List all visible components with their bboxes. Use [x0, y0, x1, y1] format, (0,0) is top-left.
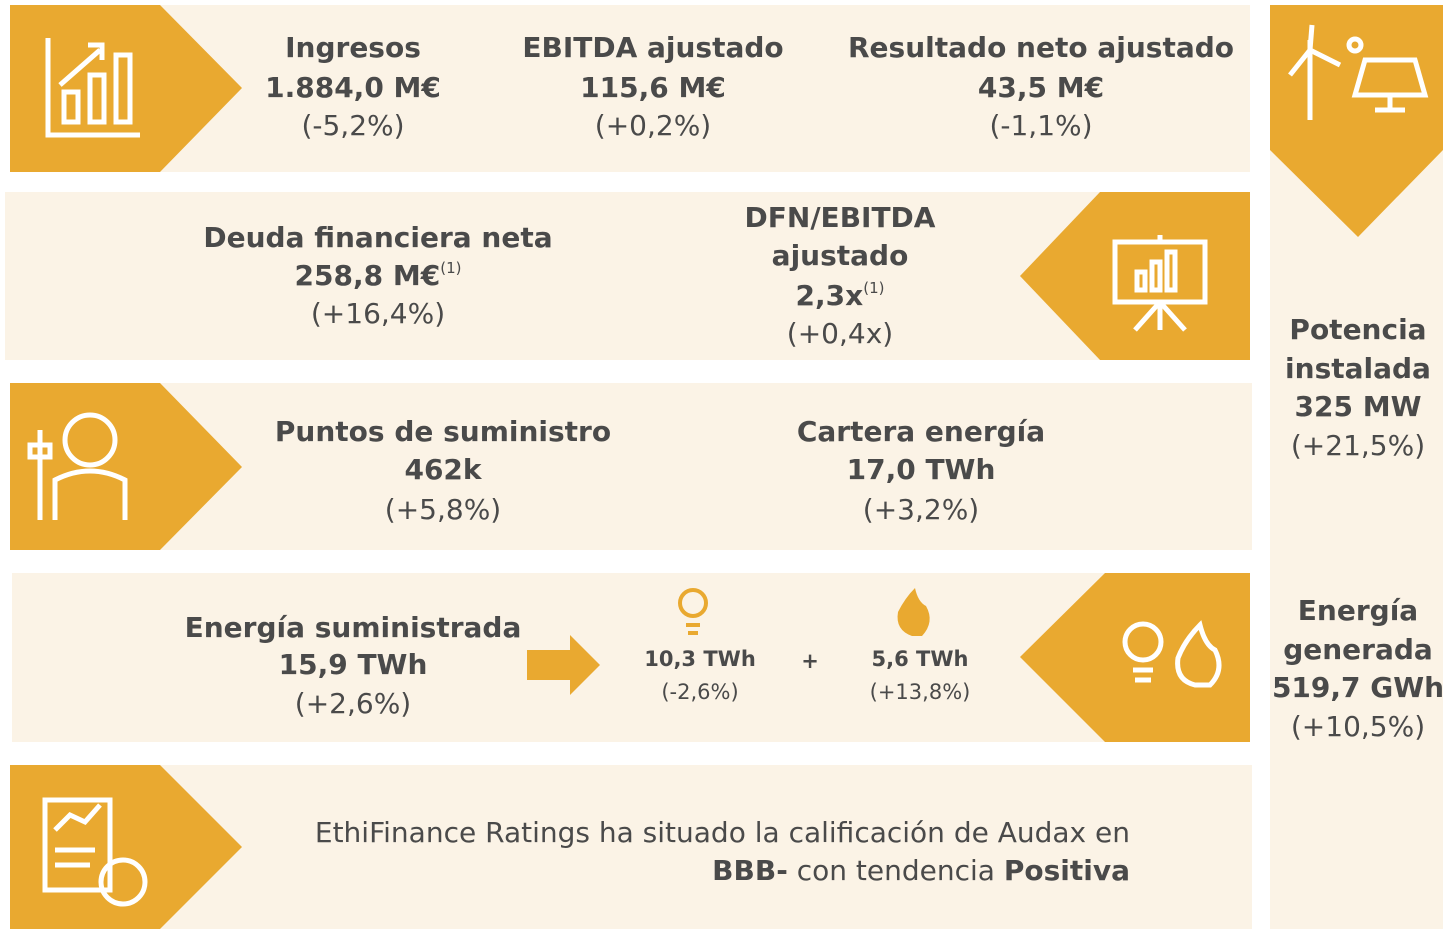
metric-value: 15,9 TWh [278, 648, 428, 681]
metric-name: Ingresos [285, 31, 421, 64]
metric-change: (+0,4x) [786, 317, 894, 350]
value: 2,3x [795, 279, 864, 312]
metric-name: Energía suministrada [184, 611, 522, 644]
metric-name: ajustado [771, 239, 909, 272]
metric-change: (+2,6%) [294, 687, 412, 720]
rating-line: BBB- con tendencia Positiva [712, 852, 1130, 890]
metric-name: Puntos de suministro [274, 415, 612, 448]
metric-name: Deuda financiera neta [203, 221, 553, 254]
metric-value: 2,3x(1) [796, 277, 885, 315]
metric-change: (+5,8%) [384, 493, 502, 526]
metric-value: 43,5 M€ [977, 71, 1105, 104]
metric-value: 17,0 TWh [846, 453, 996, 486]
part-change: (+13,8%) [869, 680, 971, 704]
grade: BBB- [712, 854, 788, 887]
value: 258,8 M€ [294, 259, 441, 292]
metric-name: Cartera energía [796, 415, 1046, 448]
part-value: 5,6 TWh [871, 647, 969, 671]
rating-text: EthiFinance Ratings ha situado la califi… [314, 816, 1130, 849]
trend: Positiva [1003, 854, 1130, 887]
metric-change: (-5,2%) [301, 109, 405, 142]
metric-name: Potencia [1289, 313, 1427, 346]
metric-change: (+16,4%) [310, 297, 446, 330]
metric-name: EBITDA ajustado [522, 31, 784, 64]
metric-change: (+0,2%) [594, 109, 712, 142]
metric-name: generada [1283, 633, 1433, 666]
metric-change: (-1,1%) [989, 109, 1093, 142]
metric-name: Resultado neto ajustado [848, 31, 1234, 64]
part-change: (-2,6%) [661, 680, 739, 704]
metric-name: DFN/EBITDA [744, 201, 936, 234]
plus: + [801, 649, 819, 673]
metric-value: 462k [404, 453, 482, 486]
middle: con tendencia [796, 854, 995, 887]
metric-value: 1.884,0 M€ [265, 71, 441, 104]
metric-name: instalada [1285, 352, 1431, 385]
metric-value: 325 MW [1294, 390, 1422, 423]
part-value: 10,3 TWh [644, 647, 756, 671]
metric-name: Energía [1297, 594, 1419, 627]
note: (1) [440, 259, 462, 277]
metric-value: 519,7 GWh [1271, 671, 1445, 704]
note: (1) [863, 279, 885, 297]
metric-value: 115,6 M€ [580, 71, 726, 104]
metric-value: 258,8 M€(1) [295, 257, 462, 295]
metric-change: (+21,5%) [1290, 429, 1426, 462]
metric-change: (+3,2%) [862, 493, 980, 526]
metric-change: (+10,5%) [1290, 710, 1426, 743]
